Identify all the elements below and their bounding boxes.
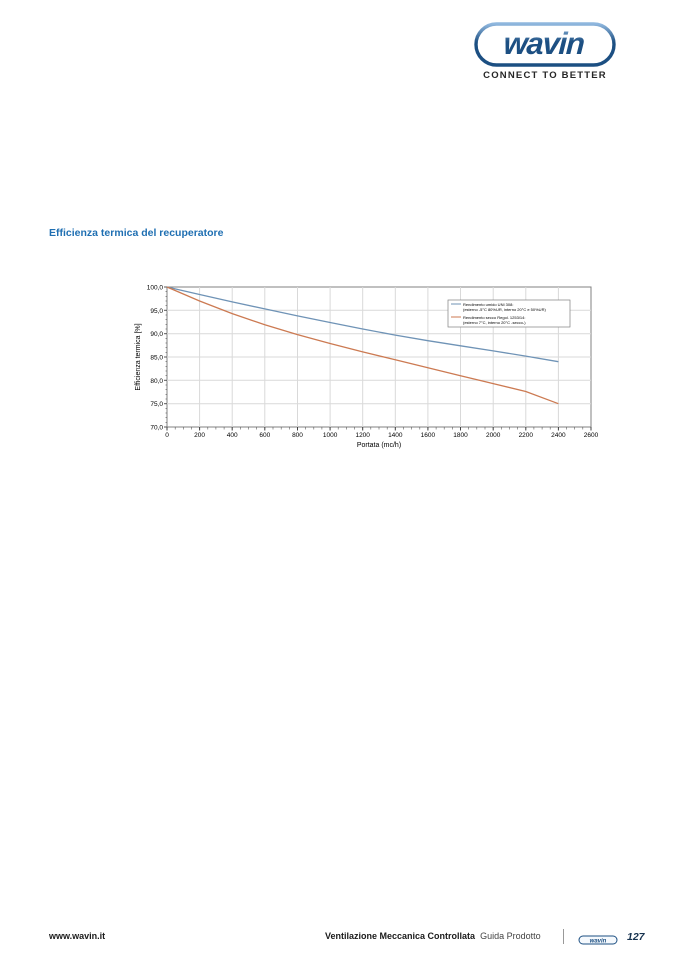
svg-text:1400: 1400 xyxy=(388,432,403,439)
svg-text:Portata (mc/h): Portata (mc/h) xyxy=(357,442,401,449)
svg-text:800: 800 xyxy=(292,432,303,439)
svg-text:(esterno -5°C 80%UR, interno 2: (esterno -5°C 80%UR, interno 20°C e 50%U… xyxy=(463,307,546,312)
svg-text:400: 400 xyxy=(227,432,238,439)
svg-text:wavin: wavin xyxy=(590,938,607,944)
svg-text:200: 200 xyxy=(194,432,205,439)
svg-text:1200: 1200 xyxy=(355,432,370,439)
svg-text:600: 600 xyxy=(259,432,270,439)
svg-text:2400: 2400 xyxy=(551,432,566,439)
svg-text:2600: 2600 xyxy=(584,432,599,439)
svg-text:1000: 1000 xyxy=(323,432,338,439)
svg-text:100,0: 100,0 xyxy=(147,285,164,292)
svg-text:70,0: 70,0 xyxy=(150,425,163,432)
svg-text:2200: 2200 xyxy=(519,432,534,439)
svg-text:1600: 1600 xyxy=(421,432,436,439)
svg-text:85,0: 85,0 xyxy=(150,355,163,362)
svg-text:Efficienza termica [%]: Efficienza termica [%] xyxy=(135,323,142,390)
svg-text:(esterno 7°C, interno 20°C -se: (esterno 7°C, interno 20°C -secco-) xyxy=(463,320,526,325)
svg-text:75,0: 75,0 xyxy=(150,401,163,408)
svg-text:80,0: 80,0 xyxy=(150,378,163,385)
svg-text:2000: 2000 xyxy=(486,432,501,439)
svg-text:1800: 1800 xyxy=(453,432,468,439)
svg-text:0: 0 xyxy=(165,432,169,439)
svg-text:90,0: 90,0 xyxy=(150,331,163,338)
svg-text:95,0: 95,0 xyxy=(150,308,163,315)
